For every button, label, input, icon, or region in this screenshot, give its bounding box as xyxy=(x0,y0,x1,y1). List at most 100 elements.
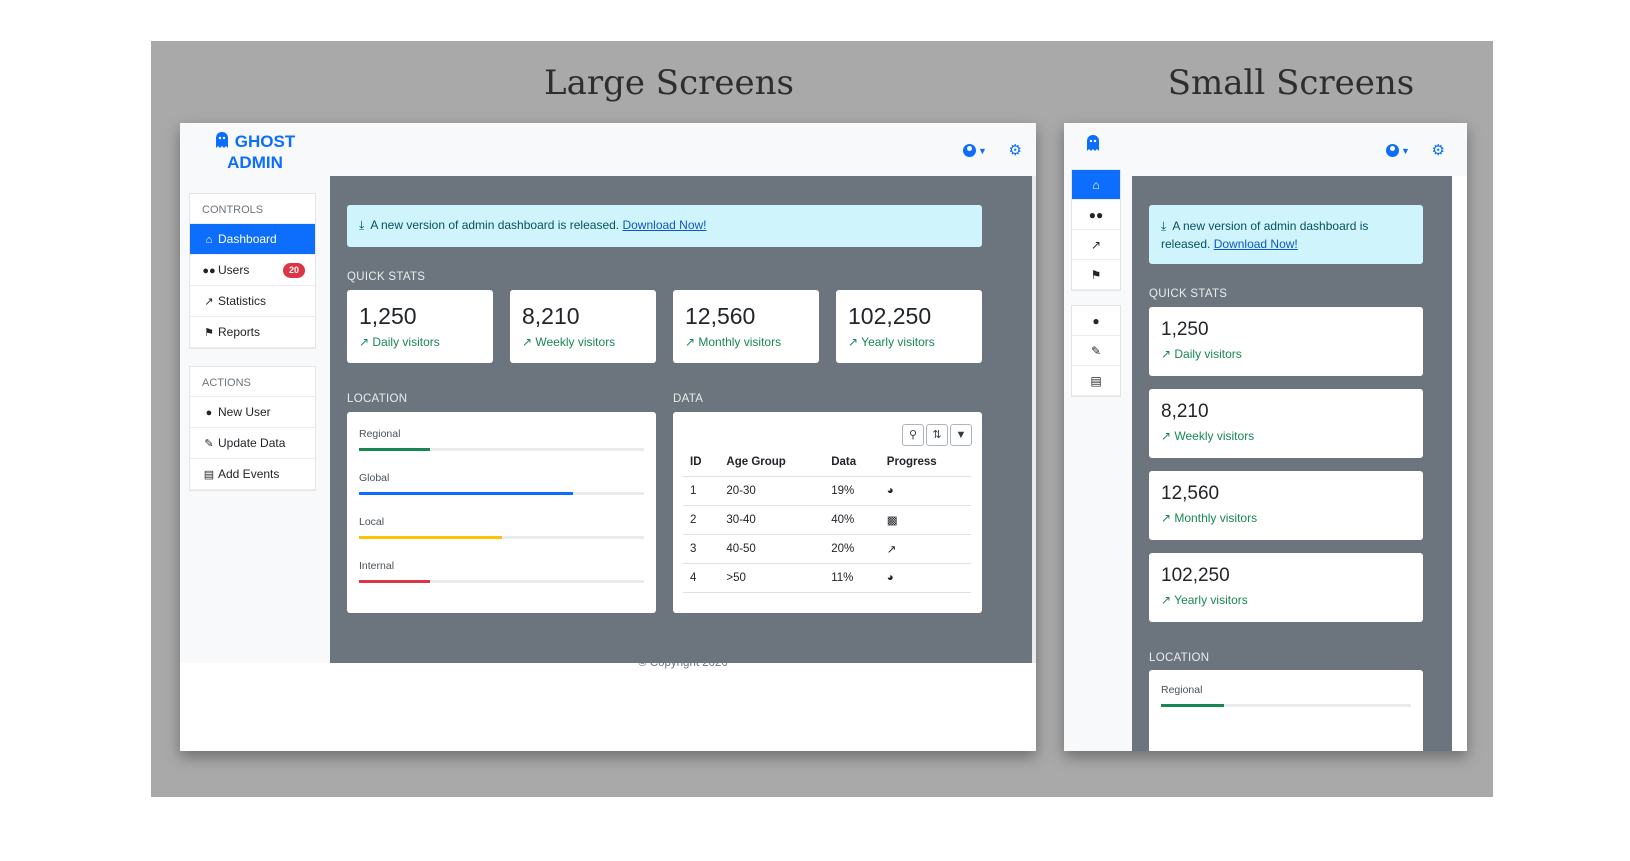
cell-id: 2 xyxy=(683,505,720,535)
user-menu-button[interactable]: ▼ xyxy=(1386,143,1410,158)
stat-label: ↗ Yearly visitors xyxy=(1161,593,1248,607)
sidebar-item-label: Users xyxy=(218,263,250,277)
cell-id: 3 xyxy=(683,534,720,564)
cell-data: 20% xyxy=(824,534,880,564)
brand-line1: GHOST xyxy=(234,132,296,151)
small-screen-preview: ⌂ ●● ↗ ⚑ ● ✎ ▤ ▼ ⚙ ⤓ A new version of adm… xyxy=(1064,123,1467,751)
stat-label: ↗ Yearly visitors xyxy=(848,335,935,349)
table-row[interactable]: 4 >50 11% ◕ xyxy=(683,563,971,593)
line-chart-icon: ↗ xyxy=(879,534,971,564)
collapsed-controls-group: ⌂ ●● ↗ ⚑ xyxy=(1071,169,1121,291)
data-label: DATA xyxy=(673,393,704,405)
progress-fill xyxy=(359,448,431,451)
chart-line-icon[interactable]: ↗ xyxy=(1072,230,1120,260)
sidebar-item-add-events[interactable]: ▤ Add Events xyxy=(190,459,315,490)
home-icon[interactable]: ⌂ xyxy=(1072,170,1120,200)
location-name: Regional xyxy=(1161,684,1203,696)
sidebar-item-label: New User xyxy=(218,405,271,419)
edit-icon[interactable]: ✎ xyxy=(1072,336,1120,366)
chart-line-icon: ↗ xyxy=(685,335,699,349)
table-row[interactable]: 3 40-50 20% ↗ xyxy=(683,534,971,564)
sidebar-item-new-user[interactable]: ● New User xyxy=(190,397,315,428)
users-count-badge: 20 xyxy=(282,263,305,278)
caret-down-icon: ▼ xyxy=(1401,146,1410,156)
small-screens-heading: Small Screens xyxy=(1167,63,1415,103)
sidebar-item-users[interactable]: ●● Users 20 xyxy=(190,255,315,286)
main-content: ⤓ A new version of admin dashboard is rel… xyxy=(330,176,1036,663)
progress-fill xyxy=(359,580,431,583)
top-bar: ▼ ⚙ xyxy=(1132,123,1467,176)
brand-logo[interactable]: GHOST ADMIN xyxy=(180,131,330,173)
cell-age-group: 20-30 xyxy=(719,476,825,506)
stat-value: 102,250 xyxy=(1161,565,1230,586)
download-now-link[interactable]: Download Now! xyxy=(1213,237,1298,251)
stat-card-weekly: 8,210 ↗ Weekly visitors xyxy=(1149,389,1423,458)
column-header[interactable]: ID xyxy=(683,448,720,477)
column-header[interactable]: Progress xyxy=(879,448,971,477)
sidebar-item-statistics[interactable]: ↗ Statistics xyxy=(190,286,315,317)
filter-icon[interactable]: ▼ xyxy=(950,424,972,446)
showcase-frame: Large Screens Small Screens GHOST ADMIN C… xyxy=(151,41,1493,797)
chart-line-icon: ↗ xyxy=(204,296,214,308)
home-icon: ⌂ xyxy=(205,234,213,246)
user-menu-button[interactable]: ▼ xyxy=(963,143,987,158)
data-panel: ⚲ ⇅ ▼ ID Age Group Data Progress 1 20-30 19%… xyxy=(673,412,982,613)
controls-heading: CONTROLS xyxy=(190,194,315,224)
flag-icon: ⚑ xyxy=(204,327,214,339)
progress-fill xyxy=(1161,704,1224,707)
flag-icon[interactable]: ⚑ xyxy=(1072,260,1120,290)
search-icon[interactable]: ⚲ xyxy=(902,424,924,446)
stat-value: 12,560 xyxy=(685,303,756,329)
table-row[interactable]: 1 20-30 19% ◕ xyxy=(683,476,971,506)
footer-copyright: © Copyright 2020 xyxy=(638,657,728,669)
stat-value: 12,560 xyxy=(1161,483,1220,504)
location-row: Regional xyxy=(359,428,644,451)
stat-value: 8,210 xyxy=(1161,401,1209,422)
stat-card-monthly: 12,560 ↗ Monthly visitors xyxy=(1149,471,1423,540)
location-name: Local xyxy=(359,516,385,528)
sidebar-item-dashboard[interactable]: ⌂ Dashboard xyxy=(190,224,315,255)
sidebar-item-update-data[interactable]: ✎ Update Data xyxy=(190,428,315,459)
cell-age-group: >50 xyxy=(719,563,825,593)
stat-card-daily: 1,250 ↗ Daily visitors xyxy=(1149,307,1423,376)
user-circle-icon xyxy=(1386,144,1399,157)
cell-data: 19% xyxy=(824,476,880,506)
progress-track xyxy=(359,580,644,583)
collapsed-actions-group: ● ✎ ▤ xyxy=(1071,305,1121,397)
progress-fill xyxy=(359,536,502,539)
column-header[interactable]: Age Group xyxy=(719,448,825,477)
users-icon[interactable]: ●● xyxy=(1072,200,1120,230)
sidebar-item-reports[interactable]: ⚑ Reports xyxy=(190,317,315,348)
brand-line2: ADMIN xyxy=(227,153,283,172)
gear-icon[interactable]: ⚙ xyxy=(1431,142,1445,159)
download-now-link[interactable]: Download Now! xyxy=(622,218,707,232)
actions-heading: ACTIONS xyxy=(190,367,315,397)
controls-group: CONTROLS ⌂ Dashboard ●● Users 20 ↗ Statistic… xyxy=(189,193,316,349)
gear-icon[interactable]: ⚙ xyxy=(1008,142,1022,159)
location-row: Global xyxy=(359,472,644,495)
stat-label: ↗ Weekly visitors xyxy=(522,335,616,349)
stat-value: 1,250 xyxy=(359,303,417,329)
location-row: Internal xyxy=(359,560,644,583)
sort-icon[interactable]: ⇅ xyxy=(926,424,948,446)
sidebar-item-label: Add Events xyxy=(218,467,280,481)
stat-label: ↗ Weekly visitors xyxy=(1161,429,1255,443)
ghost-icon xyxy=(215,132,228,148)
column-header[interactable]: Data xyxy=(824,448,880,477)
chart-line-icon: ↗ xyxy=(1161,429,1175,443)
main-content: ⤓ A new version of admin dashboard is rele… xyxy=(1132,176,1452,751)
user-icon[interactable]: ● xyxy=(1072,306,1120,336)
stat-card-yearly: 102,250 ↗ Yearly visitors xyxy=(1149,553,1423,622)
ghost-icon[interactable] xyxy=(1086,135,1100,151)
table-row[interactable]: 2 30-40 40% ▩ xyxy=(683,505,971,535)
top-bar-icons: ▼ ⚙ xyxy=(1386,141,1445,159)
cell-data: 40% xyxy=(824,505,880,535)
sidebar-item-label: Dashboard xyxy=(218,232,277,246)
calendar-icon[interactable]: ▤ xyxy=(1072,366,1120,396)
alert-text: A new version of admin dashboard is xyxy=(1172,219,1369,233)
location-panel: Regional xyxy=(1149,670,1423,751)
location-label: LOCATION xyxy=(1149,652,1210,664)
location-row: Local xyxy=(359,516,644,539)
location-panel: Regional Global Local Internal xyxy=(347,412,656,613)
table-header-row: ID Age Group Data Progress xyxy=(683,448,971,477)
